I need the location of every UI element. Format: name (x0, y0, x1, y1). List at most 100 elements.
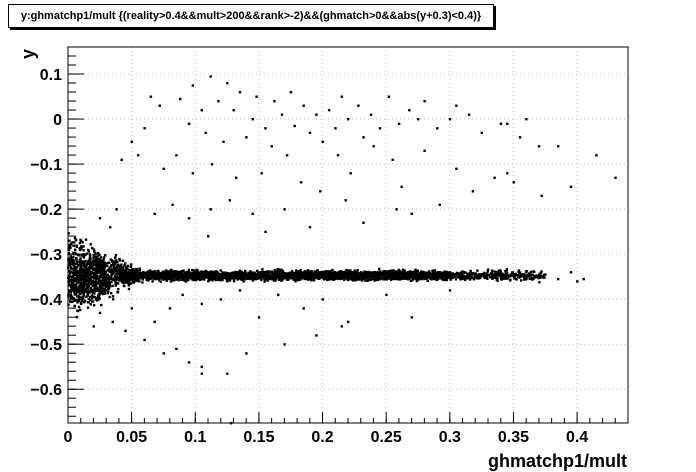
data-point (473, 276, 476, 279)
data-point (362, 271, 366, 274)
data-point (69, 258, 72, 261)
data-point (357, 277, 360, 281)
data-point (87, 250, 91, 253)
data-point (512, 181, 515, 184)
data-point (131, 276, 134, 279)
data-point (88, 274, 91, 277)
data-point (273, 276, 276, 279)
data-point (94, 252, 97, 255)
data-point (76, 282, 79, 285)
data-point (435, 275, 438, 279)
data-point (438, 276, 441, 279)
data-point (426, 279, 429, 282)
data-point (511, 274, 515, 277)
data-point (120, 263, 123, 266)
data-point (165, 274, 168, 277)
data-point (80, 276, 83, 279)
data-point (467, 274, 471, 277)
data-point (462, 270, 465, 274)
data-point (285, 154, 289, 157)
data-point (90, 271, 93, 274)
data-point (398, 278, 402, 281)
data-point (217, 100, 220, 103)
data-point (530, 273, 533, 276)
data-point (231, 276, 234, 279)
data-point (459, 273, 463, 277)
data-point (92, 284, 95, 287)
data-point (72, 289, 75, 292)
data-point (464, 271, 468, 274)
data-point (97, 295, 101, 299)
data-point (493, 274, 496, 278)
y-tick-label: 0.1 (40, 67, 62, 84)
y-tick-label: −0.3 (30, 247, 62, 264)
data-point (432, 271, 435, 274)
data-point (97, 282, 100, 285)
data-point (126, 266, 129, 270)
data-point (220, 275, 223, 278)
data-point (461, 270, 464, 273)
data-point (199, 271, 202, 274)
data-point (414, 270, 417, 273)
data-point (239, 273, 242, 276)
data-point (71, 241, 74, 244)
data-point (299, 275, 302, 278)
data-point (256, 276, 259, 279)
data-point (388, 273, 392, 276)
data-point (82, 286, 85, 289)
data-point (101, 277, 105, 280)
data-point (241, 276, 244, 279)
data-point (96, 268, 99, 271)
data-point (240, 270, 243, 273)
data-point (262, 271, 266, 274)
data-point (213, 274, 217, 277)
data-point (245, 275, 248, 278)
data-point (258, 276, 261, 279)
data-point (92, 295, 95, 298)
data-point (342, 277, 346, 280)
data-point (194, 270, 198, 274)
data-point (569, 271, 573, 274)
data-point (367, 278, 370, 281)
data-point (175, 154, 178, 157)
data-point (538, 272, 541, 276)
data-point (277, 270, 280, 273)
data-point (153, 212, 156, 215)
data-point (441, 278, 445, 281)
data-point (433, 276, 436, 279)
data-point (540, 194, 543, 197)
data-point (156, 270, 159, 273)
data-point (98, 217, 102, 220)
data-point (496, 276, 499, 280)
data-point (108, 280, 111, 284)
data-point (455, 104, 458, 107)
data-point (184, 271, 187, 274)
data-point (88, 267, 91, 270)
data-point (411, 278, 415, 281)
data-point (529, 270, 533, 274)
data-point (233, 272, 236, 275)
data-point (401, 268, 405, 271)
data-point (383, 272, 386, 275)
data-point (260, 275, 264, 279)
data-point (280, 113, 284, 116)
data-point (110, 270, 113, 273)
data-point (160, 271, 164, 275)
data-point (350, 273, 353, 276)
data-point (118, 268, 121, 272)
data-point (162, 278, 165, 281)
data-point (182, 274, 186, 277)
data-point (98, 279, 102, 283)
data-point (282, 278, 285, 281)
data-point (271, 274, 275, 277)
data-point (88, 262, 92, 265)
data-point (386, 272, 389, 275)
data-point (260, 278, 263, 282)
data-point (92, 253, 96, 257)
data-point (443, 278, 446, 282)
data-point (107, 267, 111, 270)
data-point (528, 277, 531, 280)
data-point (77, 280, 80, 283)
data-point (403, 271, 407, 275)
